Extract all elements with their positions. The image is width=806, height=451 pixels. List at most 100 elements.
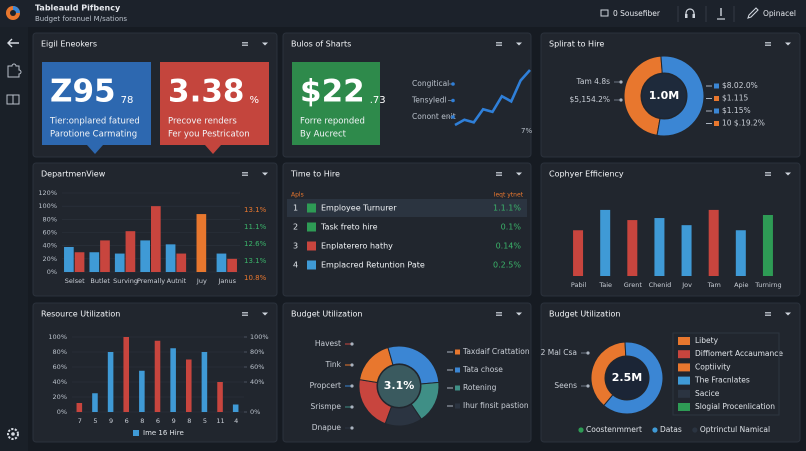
kpi-suffix: 78 [121, 95, 134, 106]
bar [92, 393, 98, 412]
panel-menu[interactable] [765, 42, 771, 46]
x-tick-label: Autnit [167, 277, 187, 285]
donut-segment [656, 55, 705, 137]
donut-leader-dot [586, 351, 590, 355]
legend-swatch [678, 337, 690, 345]
row-value: 0.14% [496, 242, 522, 251]
bar [114, 253, 125, 272]
panel-menu[interactable] [242, 171, 248, 177]
panel-caret[interactable] [516, 172, 522, 176]
info-button[interactable] [717, 8, 725, 20]
x-tick-label: 9 [109, 417, 113, 425]
source-button-label[interactable]: 0 Sousefiber [613, 9, 661, 18]
x-tick-label: 6 [125, 417, 129, 425]
donut-label: 10 $.19.2% [722, 119, 765, 128]
table-row [287, 199, 527, 217]
bar [185, 359, 192, 412]
y2-tick-label: 40% [250, 378, 264, 386]
donut-center [606, 357, 648, 399]
bar [107, 352, 114, 412]
y-tick-label: 20% [53, 393, 67, 401]
bar [216, 253, 227, 272]
book-icon[interactable] [6, 94, 20, 105]
annotation-dot [451, 82, 455, 86]
y2-tick-label: 80% [250, 348, 264, 356]
donut-label-swatch [455, 403, 460, 409]
settings-icon[interactable] [7, 428, 19, 440]
panel-menu[interactable] [765, 171, 771, 177]
donut-label: Dnapue [312, 423, 342, 432]
x-tick-label: Grent [624, 281, 643, 289]
x-tick-label: Tam [707, 281, 721, 289]
bar [227, 258, 237, 272]
donut-label-swatch [455, 385, 460, 391]
x-tick-label: 8 [140, 417, 144, 425]
x-tick-label: 5 [93, 417, 97, 425]
panel-caret[interactable] [262, 42, 268, 46]
edit-button-label[interactable]: Opinacel [763, 9, 796, 18]
x-tick-label: 5 [203, 417, 207, 425]
donut-leader-dot [619, 98, 623, 102]
donut-leader-dot [350, 363, 354, 367]
source-button[interactable]: 0 Sousefiber [594, 4, 674, 23]
panel-caret[interactable] [785, 312, 791, 316]
panel-menu[interactable] [496, 311, 502, 317]
donut-label: Tata chose [462, 365, 503, 374]
y-tick-label: 20% [43, 255, 57, 263]
legend-swatch [678, 403, 690, 411]
panel-caret[interactable] [262, 312, 268, 316]
puzzle-icon[interactable] [7, 63, 22, 78]
panel-caret[interactable] [516, 42, 522, 46]
y-tick-label: 40% [43, 242, 57, 250]
x-tick-label: Apie [734, 281, 748, 289]
kpi-value: Z95 [50, 74, 116, 110]
bar [708, 209, 719, 276]
panel-caret[interactable] [262, 172, 268, 176]
headset-button[interactable] [685, 8, 695, 18]
panel-menu[interactable] [765, 311, 771, 317]
panel-title: Splirat to Hire [549, 40, 604, 49]
row-label: Employee Turnurer [321, 204, 397, 213]
panel-caret[interactable] [516, 312, 522, 316]
y-tick-label: 100% [38, 202, 57, 210]
y-tick-label: 120% [38, 189, 57, 197]
legend-dot [652, 427, 658, 433]
edit-button[interactable]: Opinacel [747, 7, 796, 19]
y-tick-label: 100% [48, 333, 67, 341]
panel-caret[interactable] [785, 42, 791, 46]
back-icon[interactable] [7, 38, 19, 48]
y2-tick-label: 0% [250, 408, 260, 416]
column-header: Apls [291, 192, 304, 199]
bar [196, 214, 207, 272]
panel-menu[interactable] [242, 311, 248, 317]
x-tick-label: 8 [187, 417, 191, 425]
panel-caret[interactable] [785, 172, 791, 176]
legend-label: Ime 16 Hire [143, 429, 184, 437]
donut-center-label: 1.0M [649, 89, 679, 102]
donut-label: Propcert [310, 381, 341, 390]
x-tick-label: Premally [137, 277, 165, 285]
bar [165, 244, 176, 272]
panel-menu[interactable] [496, 42, 502, 46]
x-tick-label: 7 [78, 417, 82, 425]
donut-leader-dot [586, 384, 590, 388]
donut-label: 2 Mal Csa [541, 348, 577, 357]
row-swatch [307, 260, 316, 270]
bar [600, 209, 611, 276]
donut-center-label: 2.5M [612, 371, 642, 384]
row-index: 3 [293, 242, 298, 251]
side-label: 13.1% [244, 206, 267, 214]
row-index: 2 [293, 223, 298, 232]
kpi-caption: Parotione Carmating [50, 130, 137, 140]
legend-label: Coptiivity [695, 362, 731, 371]
y-tick-label: 0% [47, 268, 57, 276]
legend-label: Diffiomert Accaumance [695, 349, 783, 358]
legend-swatch [133, 430, 139, 436]
panel-menu[interactable] [496, 171, 502, 177]
row-label: Enplaterero hathy [321, 242, 393, 251]
x-tick-label: Chenid [649, 281, 672, 289]
legend-label: Sacice [695, 389, 720, 398]
panel-menu[interactable] [242, 42, 248, 46]
bar [176, 253, 187, 272]
